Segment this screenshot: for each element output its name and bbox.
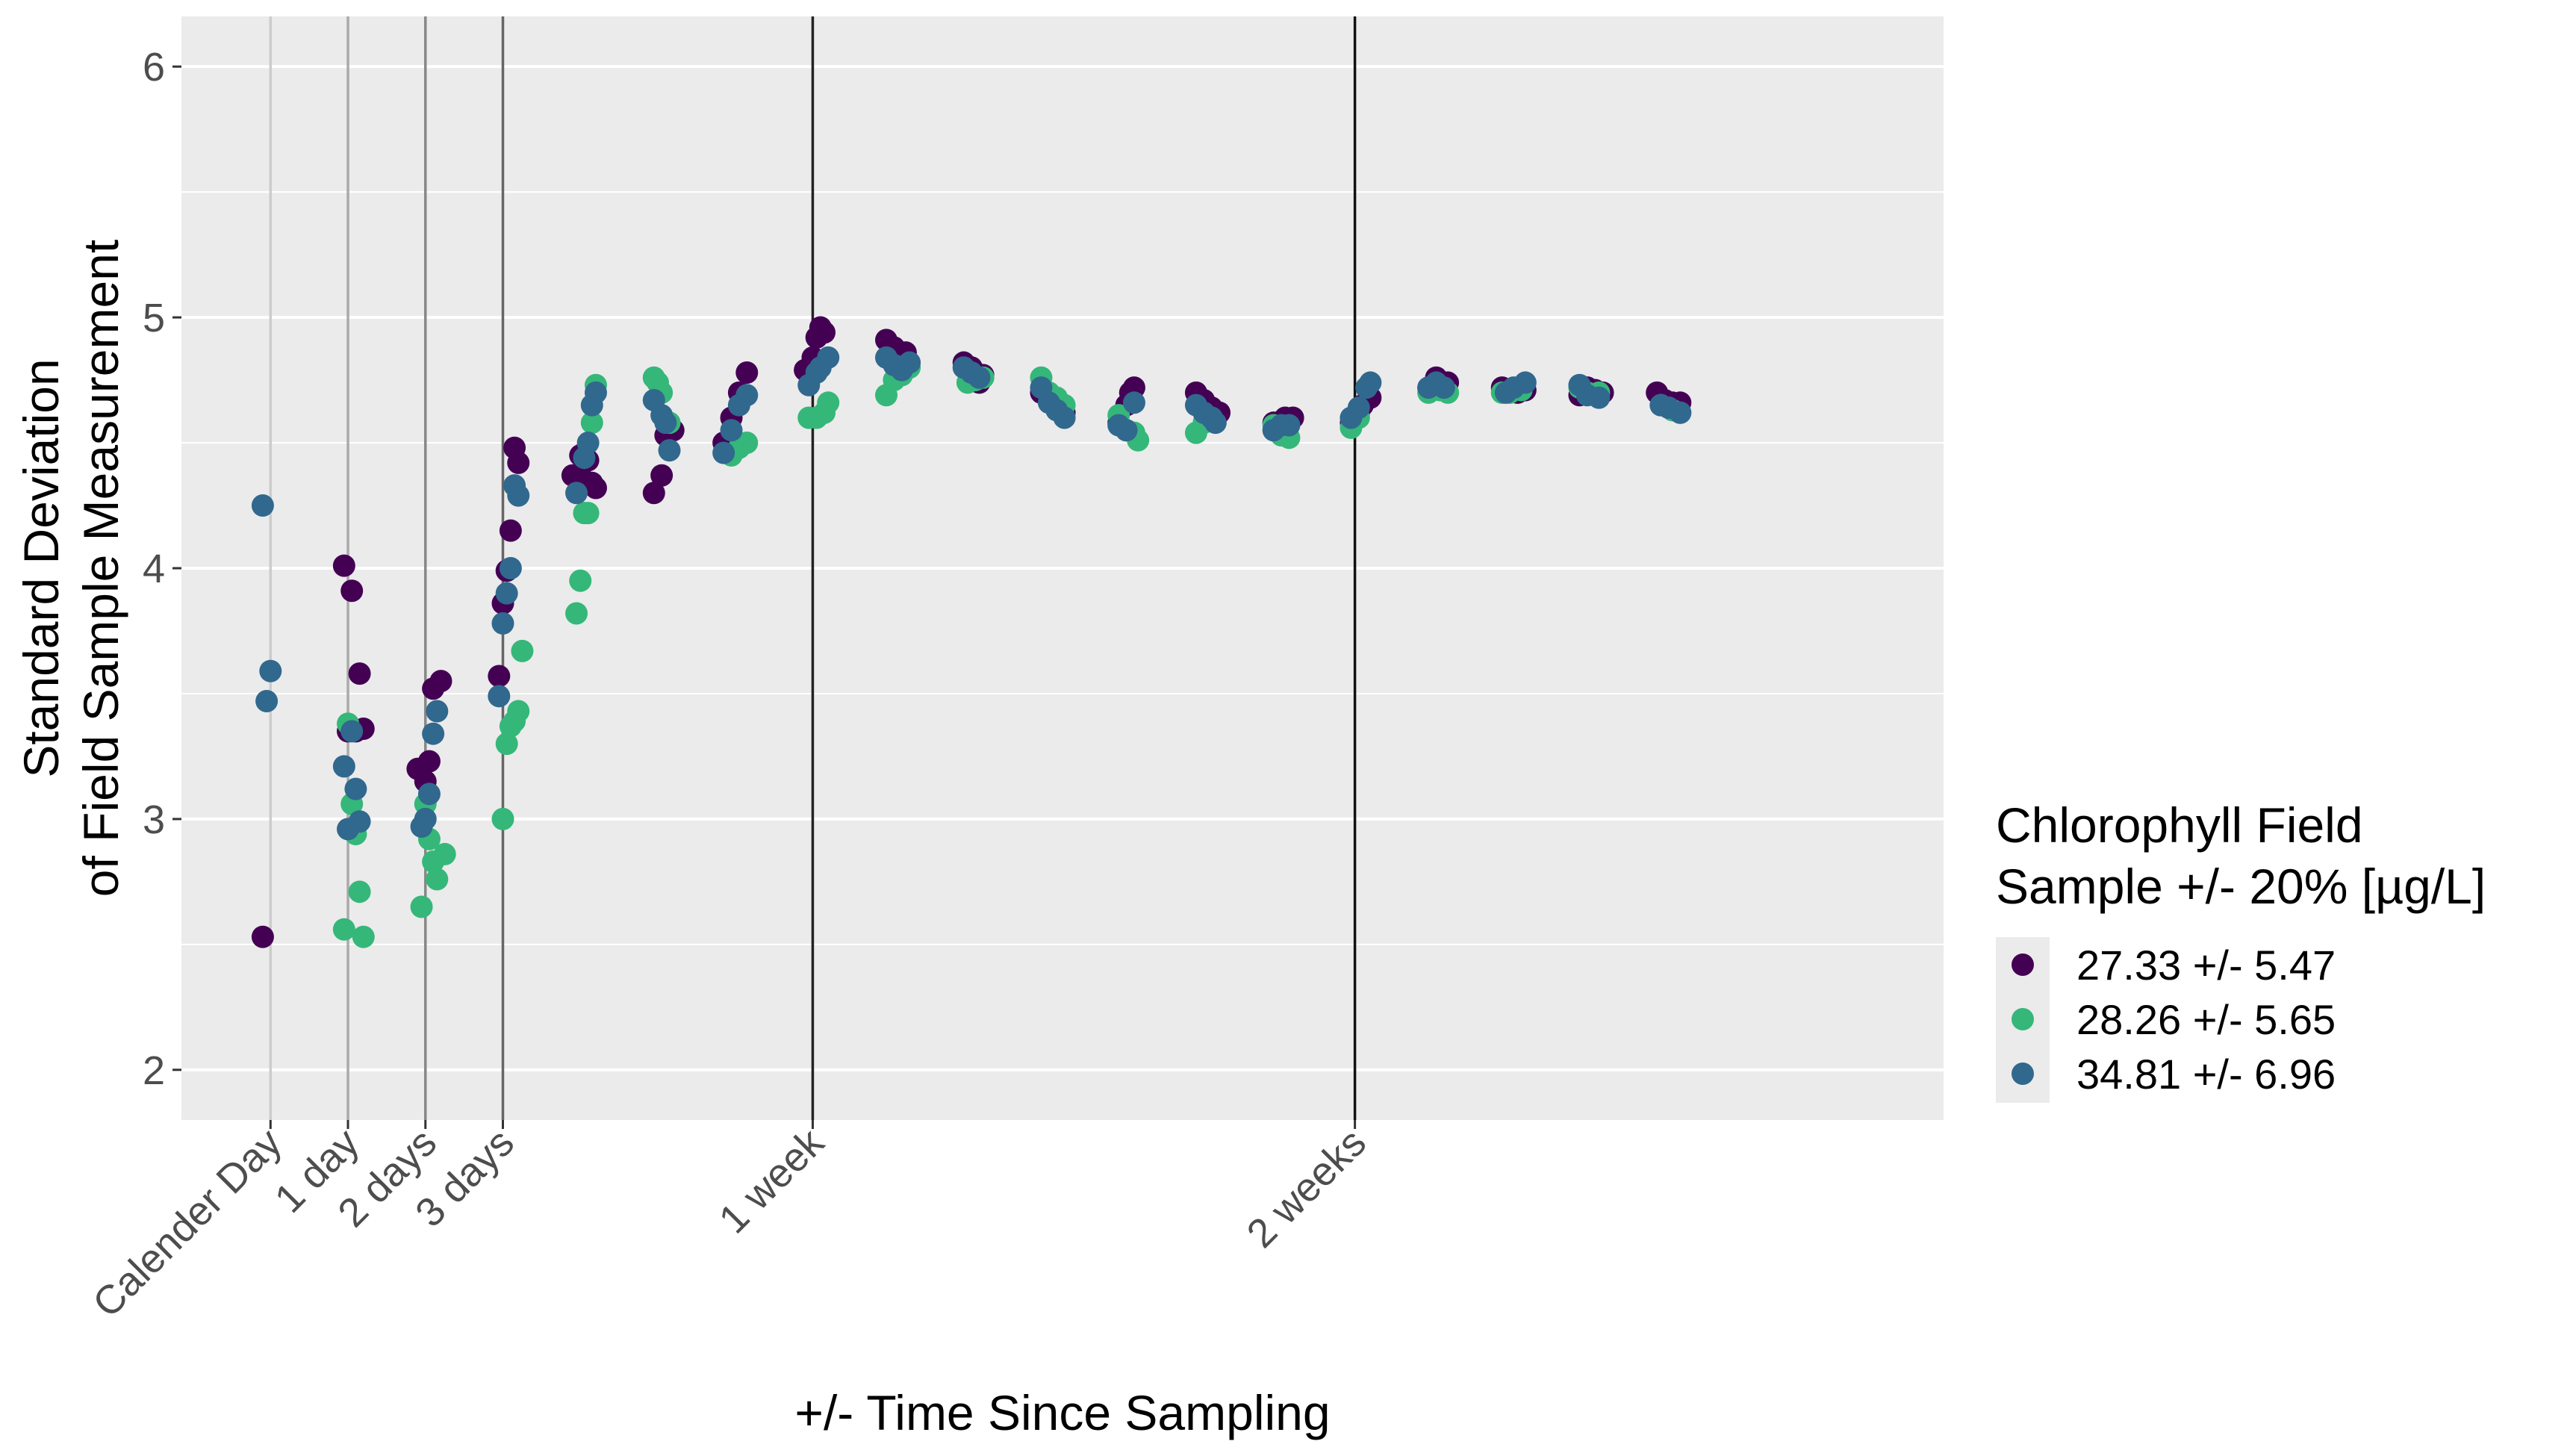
data-point-s2-23 [584,381,607,404]
y-tick-label: 2 [143,1048,165,1093]
data-point-s2-5 [340,720,364,743]
data-point-s2-6 [344,777,367,800]
legend-items: 27.33 +/- 5.47 28.26 +/- 5.65 34.81 +/- 6.… [2012,942,2336,1098]
data-point-s2-42 [968,366,991,389]
data-point-s2-48 [1115,419,1138,442]
data-point-s2-12 [426,700,449,723]
data-point-s2-56 [1278,414,1301,437]
data-point-s2-1 [255,690,279,713]
data-point-s2-69 [1587,386,1611,409]
data-point-s0-37 [813,321,836,344]
data-points [251,316,1692,948]
data-point-s1-0 [332,918,355,941]
data-point-s2-28 [712,441,735,464]
data-point-s2-58 [1347,396,1370,420]
y-axis-title: Standard Deviation of Field Sample Measu… [13,240,128,897]
data-point-s2-21 [576,432,600,455]
data-point-s2-18 [507,484,530,507]
data-point-s2-72 [1669,401,1692,424]
legend-key-0 [2012,953,2034,976]
data-point-s1-6 [410,895,433,918]
data-point-s0-32 [735,361,759,384]
data-point-s1-16 [507,700,530,723]
data-point-s2-49 [1122,391,1145,414]
data-point-s0-3 [348,662,371,685]
data-point-s2-13 [488,685,511,708]
legend-title-line-2: Sample +/- 20% [µg/L] [1996,859,2486,914]
data-point-s2-29 [720,419,743,442]
data-point-s2-2 [259,659,282,682]
data-point-s2-46 [1053,406,1076,429]
data-point-s2-7 [348,810,371,833]
data-point-s2-63 [1432,376,1455,399]
data-point-s1-34 [817,391,840,414]
data-point-s1-10 [426,868,449,891]
x-axis-title: +/- Time Since Sampling [794,1385,1330,1440]
data-point-s0-26 [650,464,673,487]
data-point-s0-2 [340,579,364,603]
legend: Chlorophyll Field Sample +/- 20% [µg/L] … [1996,797,2486,1103]
data-point-s2-10 [417,783,441,806]
data-point-s2-53 [1204,411,1227,435]
data-point-s2-27 [658,439,681,462]
y-axis-title-line-2: of Field Sample Measurement [73,240,128,897]
data-point-s0-11 [429,670,452,693]
data-point-s2-60 [1359,371,1382,394]
data-point-s1-22 [580,411,603,435]
data-point-s0-17 [507,451,530,474]
y-tick-label: 4 [143,547,165,591]
y-tick-label: 3 [143,797,165,842]
data-point-s2-9 [414,807,437,830]
data-point-s1-30 [735,432,759,455]
data-point-s0-23 [584,476,607,500]
legend-label-0: 27.33 +/- 5.47 [2076,942,2336,989]
data-point-s1-17 [511,639,534,662]
data-point-s2-14 [491,612,514,635]
data-point-s1-19 [569,569,592,592]
data-point-s2-16 [499,557,522,579]
y-tick-label: 6 [143,45,165,90]
data-point-s0-12 [488,665,511,688]
data-point-s2-0 [251,494,274,517]
legend-key-2 [2012,1063,2034,1085]
data-point-s0-25 [642,482,665,505]
legend-label-1: 28.26 +/- 5.65 [2076,996,2336,1043]
data-point-s1-13 [495,732,518,756]
data-point-s1-18 [565,602,588,625]
data-point-s0-15 [499,519,522,542]
data-point-s0-1 [332,554,355,577]
data-point-s2-26 [654,411,677,435]
data-point-s2-15 [495,582,518,605]
data-point-s1-21 [576,502,600,525]
y-axis-title-line-1: Standard Deviation [13,358,69,777]
y-tick-label: 5 [143,296,165,340]
legend-title-line-1: Chlorophyll Field [1996,797,2363,853]
data-point-s0-9 [417,750,441,773]
data-point-s2-31 [735,384,759,407]
legend-label-2: 34.81 +/- 6.96 [2076,1051,2336,1098]
data-point-s1-12 [491,807,514,830]
data-point-s1-4 [348,880,371,903]
data-point-s2-3 [332,755,355,778]
data-point-s2-35 [817,346,840,369]
legend-key-1 [2012,1008,2034,1030]
data-point-s1-11 [433,842,456,865]
y-axis: 2 3 4 5 6 [143,45,181,1093]
data-point-s0-0 [251,925,274,948]
data-point-s2-11 [422,722,445,745]
data-point-s2-19 [565,482,588,505]
data-point-s2-66 [1513,371,1537,394]
gridlines [181,65,1944,1071]
data-point-s2-39 [898,351,921,374]
data-point-s1-5 [352,925,375,948]
